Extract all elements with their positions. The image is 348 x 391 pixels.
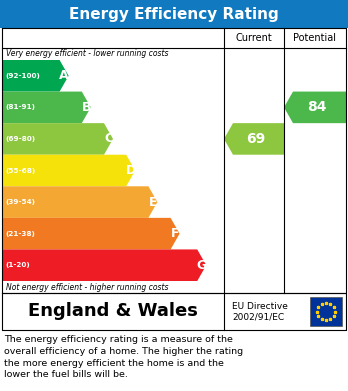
Polygon shape (2, 218, 180, 249)
Bar (310, 297, 342, 326)
Text: G: G (197, 259, 207, 272)
Text: D: D (126, 164, 136, 177)
Text: E: E (149, 196, 157, 208)
Text: Potential: Potential (293, 33, 337, 43)
Text: 69: 69 (246, 132, 266, 146)
Text: Energy Efficiency Rating: Energy Efficiency Rating (69, 7, 279, 22)
Text: EU Directive
2002/91/EC: EU Directive 2002/91/EC (232, 302, 288, 321)
Text: C: C (104, 133, 113, 145)
Text: (69-80): (69-80) (5, 136, 35, 142)
Text: 84: 84 (307, 100, 327, 114)
Text: Not energy efficient - higher running costs: Not energy efficient - higher running co… (6, 283, 168, 292)
Bar (0, 0, 348, 28)
Polygon shape (2, 60, 69, 91)
Text: Current: Current (236, 33, 272, 43)
Text: (21-38): (21-38) (5, 231, 35, 237)
Polygon shape (224, 123, 284, 155)
Text: England & Wales: England & Wales (28, 303, 198, 321)
Text: A: A (59, 69, 69, 82)
Polygon shape (2, 186, 157, 218)
Polygon shape (2, 249, 206, 281)
Polygon shape (2, 123, 113, 155)
Text: (92-100): (92-100) (5, 73, 40, 79)
Text: (55-68): (55-68) (5, 167, 35, 174)
Text: B: B (81, 101, 91, 114)
Text: The energy efficiency rating is a measure of the
overall efficiency of a home. T: The energy efficiency rating is a measur… (4, 335, 243, 379)
Polygon shape (2, 155, 135, 186)
Text: (39-54): (39-54) (5, 199, 35, 205)
Text: (1-20): (1-20) (5, 262, 30, 268)
Text: F: F (171, 227, 179, 240)
Text: (81-91): (81-91) (5, 104, 35, 110)
Polygon shape (2, 91, 91, 123)
Polygon shape (284, 91, 346, 123)
Text: Very energy efficient - lower running costs: Very energy efficient - lower running co… (6, 50, 168, 59)
